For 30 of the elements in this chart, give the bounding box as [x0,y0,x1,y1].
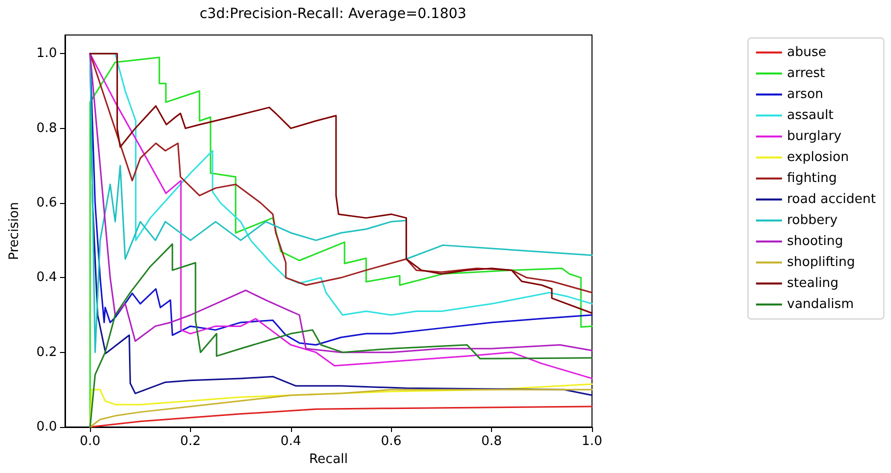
y-tick-label: 0.0 [36,420,57,434]
legend-label: shooting [787,234,844,249]
legend-label: assault [787,108,834,123]
y-tick-label: 0.4 [36,270,57,286]
legend-label: road accident [787,192,876,207]
legend-label: shoplifting [787,255,855,270]
chart-title: c3d:Precision-Recall: Average=0.1803 [200,6,466,22]
y-tick-label: 1.0 [36,46,57,62]
legend-label: robbery [787,213,838,228]
legend-label: explosion [787,150,849,165]
y-tick-label: 0.6 [36,196,57,210]
x-tick-label: 0.6 [380,434,402,449]
y-tick-label: 0.8 [36,120,57,136]
legend-label: vandalism [787,297,854,312]
x-axis-title: Recall [309,452,348,467]
y-tick-label: 0.2 [36,344,57,360]
x-tick-label: 1.0 [582,434,602,449]
x-tick-label: 0.2 [180,434,201,449]
legend-label: arrest [787,66,826,81]
y-axis-title: Precision [7,202,22,260]
legend-label: stealing [787,276,839,291]
line-series [89,406,593,428]
legend-label: burglary [787,129,842,144]
x-tick-label: 0.0 [80,434,100,449]
legend-label: abuse [787,45,826,60]
x-tick-label: 0.4 [280,434,302,449]
x-tick-label: 0.8 [481,434,502,449]
legend-label: arson [787,87,824,102]
line-series [89,243,593,428]
legend-label: fighting [787,171,837,186]
